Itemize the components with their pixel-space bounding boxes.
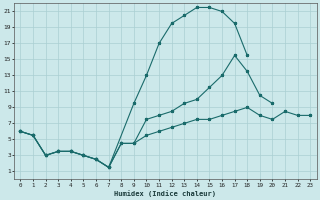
X-axis label: Humidex (Indice chaleur): Humidex (Indice chaleur): [114, 190, 216, 197]
